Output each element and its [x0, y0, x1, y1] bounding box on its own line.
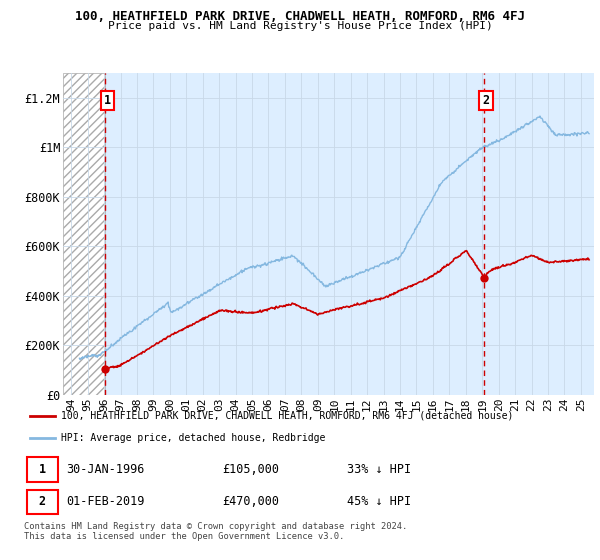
- FancyBboxPatch shape: [27, 458, 58, 482]
- Text: 2: 2: [482, 94, 490, 106]
- FancyBboxPatch shape: [27, 489, 58, 514]
- Bar: [63, 73, 106, 395]
- Text: Price paid vs. HM Land Registry's House Price Index (HPI): Price paid vs. HM Land Registry's House …: [107, 21, 493, 31]
- Text: 33% ↓ HPI: 33% ↓ HPI: [347, 463, 412, 476]
- Text: £470,000: £470,000: [223, 496, 280, 508]
- Text: 45% ↓ HPI: 45% ↓ HPI: [347, 496, 412, 508]
- Text: 01-FEB-2019: 01-FEB-2019: [67, 496, 145, 508]
- Text: HPI: Average price, detached house, Redbridge: HPI: Average price, detached house, Redb…: [61, 433, 325, 443]
- Text: 1: 1: [104, 94, 112, 106]
- Text: 30-JAN-1996: 30-JAN-1996: [67, 463, 145, 476]
- Text: Contains HM Land Registry data © Crown copyright and database right 2024.
This d: Contains HM Land Registry data © Crown c…: [24, 522, 407, 542]
- Text: 100, HEATHFIELD PARK DRIVE, CHADWELL HEATH, ROMFORD, RM6 4FJ: 100, HEATHFIELD PARK DRIVE, CHADWELL HEA…: [75, 10, 525, 22]
- Text: 1: 1: [39, 463, 46, 476]
- Bar: [63, 73, 106, 395]
- Text: 100, HEATHFIELD PARK DRIVE, CHADWELL HEATH, ROMFORD, RM6 4FJ (detached house): 100, HEATHFIELD PARK DRIVE, CHADWELL HEA…: [61, 410, 513, 421]
- Text: £105,000: £105,000: [223, 463, 280, 476]
- Text: 2: 2: [39, 496, 46, 508]
